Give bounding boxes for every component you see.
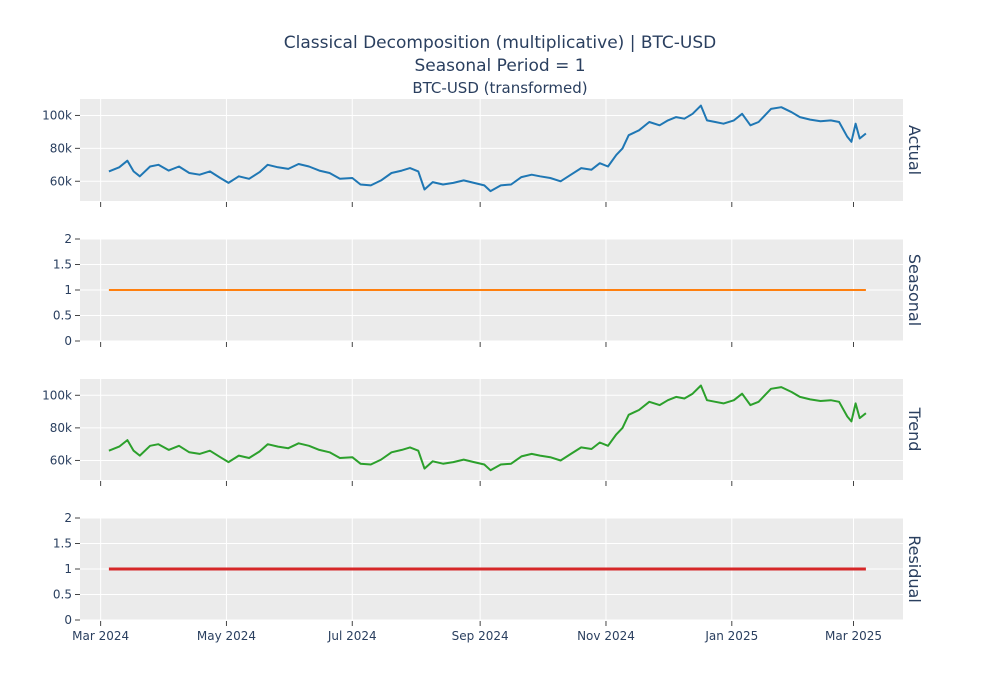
y-tick-label: 1.5	[53, 258, 72, 272]
y-tick-label: 1	[64, 283, 72, 297]
y-tick-label: 1	[64, 562, 72, 576]
x-tick-label: Jan 2025	[704, 629, 758, 643]
y-tick-label: 2	[64, 232, 72, 246]
x-tick-label: Sep 2024	[452, 629, 509, 643]
x-tick-label: Jul 2024	[327, 629, 377, 643]
plot-background	[80, 99, 903, 201]
facet-label-trend: Trend	[905, 407, 924, 452]
series-line-trend	[108, 384, 867, 472]
x-tick-label: May 2024	[197, 629, 256, 643]
chart-title: Classical Decomposition (multiplicative)…	[283, 33, 717, 53]
y-tick-label: 60k	[50, 174, 72, 188]
series-line-actual	[108, 104, 867, 193]
facet-label-seasonal: Seasonal	[905, 254, 924, 326]
y-tick-label: 2	[64, 511, 72, 525]
y-tick-label: 100k	[42, 108, 72, 122]
y-tick-label: 80k	[50, 141, 72, 155]
plot-background	[80, 379, 903, 480]
chart-subtitle-period: Seasonal Period = 1	[414, 56, 586, 76]
x-tick-label: Mar 2025	[825, 629, 882, 643]
y-tick-label: 0.5	[53, 588, 72, 602]
y-tick-label: 100k	[42, 388, 72, 402]
panel-trend: 60k 80k 100k Trend	[42, 379, 924, 486]
x-tick-label: Mar 2024	[72, 629, 129, 643]
y-tick-label: 1.5	[53, 537, 72, 551]
facet-label-residual: Residual	[905, 535, 924, 603]
y-tick-label: 0	[64, 613, 72, 627]
y-tick-label: 0	[64, 334, 72, 348]
y-tick-label: 80k	[50, 421, 72, 435]
x-tick-label: Nov 2024	[577, 629, 635, 643]
y-tick-label: 0.5	[53, 309, 72, 323]
y-tick-label: 60k	[50, 453, 72, 467]
panel-residual: 0 0.5 1 1.5 2 Residual Mar 2024 May 2024 Jul 202…	[53, 511, 924, 643]
panel-actual: 60k 80k 100k Actual	[42, 99, 924, 207]
panel-seasonal: 0 0.5 1 1.5 2 Seasonal	[53, 232, 924, 348]
facet-label-actual: Actual	[905, 125, 924, 175]
chart-subtitle-series: BTC-USD (transformed)	[412, 79, 588, 97]
